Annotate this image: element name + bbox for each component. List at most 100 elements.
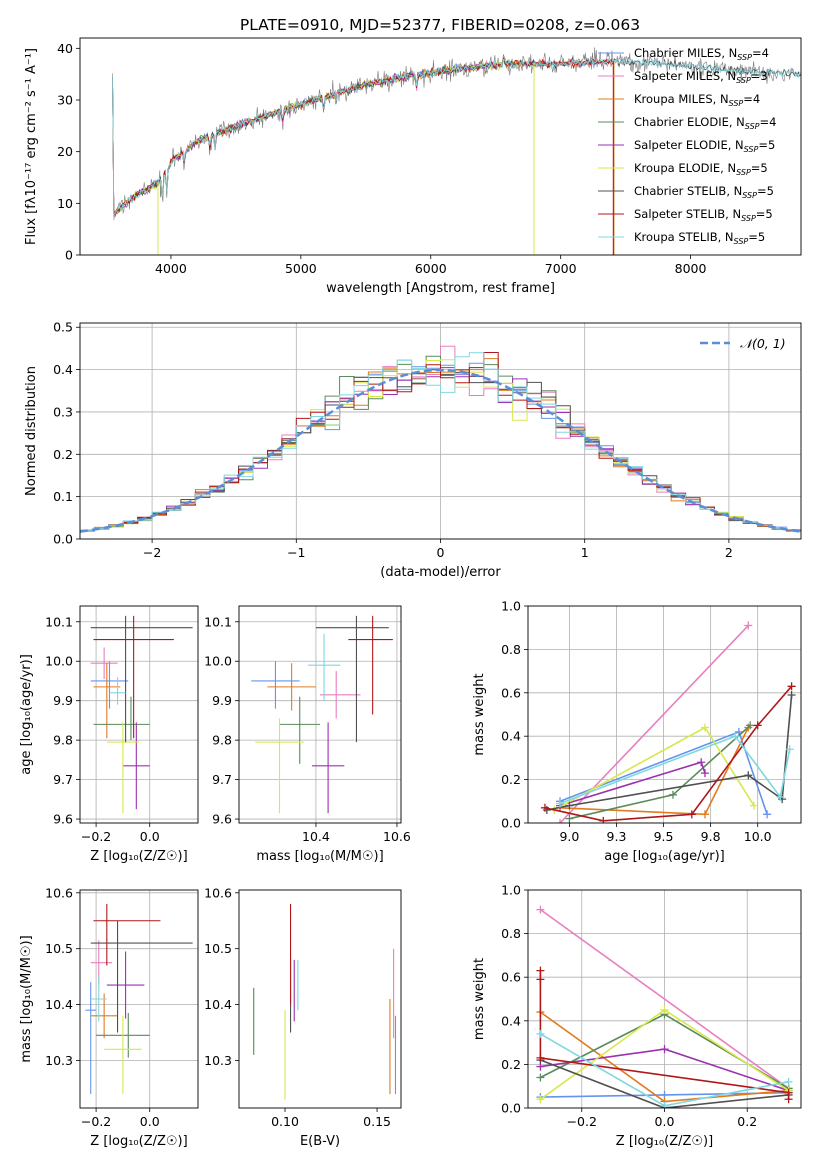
y-tick-label: 9.9: [212, 693, 232, 708]
y-tick-label: 10.5: [45, 941, 73, 956]
weight-marker: [536, 1053, 545, 1062]
y-tick-label: 0.6: [501, 970, 521, 985]
y-axis-label: age [log₁₀(age/yr)]: [19, 654, 34, 775]
x-tick-label: 10.6: [383, 829, 411, 844]
x-tick-label: 2: [725, 545, 733, 560]
errorbar-point-4: [311, 722, 345, 814]
x-tick-label: −0.2: [567, 1114, 597, 1129]
weight-marker: [744, 621, 753, 630]
plot-area: [253, 903, 397, 1100]
x-tick-label: 6000: [415, 261, 447, 276]
x-tick-label: 10.4: [302, 829, 330, 844]
model-spectrum-7: [112, 57, 613, 215]
legend-label: Salpeter MILES, NSSP=3: [634, 69, 768, 85]
weight-marker: [668, 790, 677, 799]
weight-marker: [687, 810, 696, 819]
legend-label: Salpeter ELODIE, NSSP=5: [634, 138, 775, 154]
chart-residuals: −2 −1 0 1 2 0.0 0.1 0.2 0.3 0.4 0.5 (data-model)/er…: [24, 320, 802, 580]
axes-frame: [238, 605, 402, 824]
weight-line-8: [559, 735, 791, 805]
errorbar-point-2: [90, 993, 118, 1039]
x-tick-label: 0.2: [737, 1114, 757, 1129]
legend-label: 𝒩(0, 1): [740, 336, 786, 351]
y-tick-label: 0.8: [501, 642, 521, 657]
weight-marker: [697, 758, 706, 767]
weight-marker: [785, 745, 794, 754]
weight-marker: [660, 1101, 669, 1108]
y-tick-label: 10.0: [204, 654, 232, 669]
y-tick-label: 9.9: [53, 693, 73, 708]
chart-mass_vs_Z: −0.2 0.0 10.3 10.4 10.5 10.6 Z [log₁₀(Z/Z☉)] ma…: [19, 885, 199, 1149]
x-tick-label: −2: [143, 545, 161, 560]
weight-marker: [536, 1073, 545, 1082]
y-tick-label: 0.2: [53, 447, 73, 462]
y-tick-label: 0.8: [501, 926, 521, 941]
axes-frame: [527, 605, 802, 824]
x-tick-label: 0.0: [655, 1114, 675, 1129]
errorbar-point-2: [93, 663, 121, 739]
x-axis-label: E(B-V): [300, 1134, 340, 1149]
y-tick-label: 9.8: [212, 733, 232, 748]
legend-label: Chabrier ELODIE, NSSP=4: [634, 115, 776, 131]
axes-frame: [527, 889, 802, 1109]
weight-marker: [787, 690, 796, 699]
legend-label: Salpeter STELIB, NSSP=5: [634, 207, 773, 223]
weight-marker: [700, 810, 709, 819]
y-tick-label: 0.2: [501, 1057, 521, 1072]
y-tick-label: 1.0: [501, 883, 521, 898]
weight-marker: [599, 816, 608, 823]
weight-marker: [660, 1005, 669, 1014]
legend-label: Kroupa STELIB, NSSP=5: [634, 230, 765, 246]
plot-area: [239, 606, 401, 823]
errorbar-point-0: [85, 982, 97, 1095]
plot-area: [528, 890, 801, 1108]
weight-marker: [700, 769, 709, 778]
weight-marker: [776, 792, 785, 801]
y-tick-label: 9.7: [212, 772, 232, 787]
errorbar-point-6: [90, 920, 193, 1033]
axes-frame: [238, 889, 402, 1109]
spectrum-legend: Chabrier MILES, NSSP=4 Salpeter MILES, NS…: [598, 46, 776, 246]
y-tick-label: 10.0: [45, 654, 73, 669]
x-axis-label: (data-model)/error: [380, 565, 501, 580]
y-tick-label: 0.6: [501, 685, 521, 700]
y-axis-label: Flux [fλ10⁻¹⁷ erg cm⁻² s⁻¹ A⁻¹]: [24, 48, 39, 245]
y-tick-label: 0.2: [501, 772, 521, 787]
x-tick-label: 0.0: [140, 1114, 160, 1129]
errorbar-point-8: [109, 677, 126, 705]
y-tick-label: 10.3: [45, 1053, 73, 1068]
axes-frame: [79, 322, 802, 540]
y-axis-label: mass weight: [472, 673, 487, 755]
weight-marker: [784, 1095, 793, 1104]
errorbar-point-7: [93, 903, 161, 966]
y-tick-label: 0.0: [53, 532, 73, 547]
weight-line-6: [540, 1059, 789, 1108]
x-tick-label: 9.3: [607, 829, 627, 844]
legend-label: Chabrier MILES, NSSP=4: [634, 46, 769, 62]
y-tick-label: 9.8: [53, 733, 73, 748]
weight-marker: [784, 1077, 793, 1086]
chart-weight_vs_age: 9.0 9.3 9.5 9.8 10.0 0.0 0.2 0.4 0.6 0.8 1.0 age [l…: [472, 599, 802, 864]
weight-marker: [565, 801, 574, 810]
y-axis-label: mass [log₁₀(M/M☉)]: [19, 935, 34, 1062]
x-tick-label: 0.10: [271, 1114, 299, 1129]
weight-marker: [536, 905, 545, 914]
x-tick-label: 1: [581, 545, 589, 560]
weight-marker: [556, 799, 565, 808]
weight-marker: [565, 814, 574, 823]
y-tick-label: 10.6: [204, 885, 232, 900]
y-tick-label: 30: [57, 93, 73, 108]
y-tick-label: 20: [57, 144, 73, 159]
weight-marker: [746, 721, 755, 730]
weight-marker: [536, 1029, 545, 1038]
legend-label: Kroupa MILES, NSSP=4: [634, 92, 760, 108]
y-tick-label: 0.4: [501, 729, 521, 744]
plot-area: [80, 890, 198, 1108]
x-tick-label: 9.0: [559, 829, 579, 844]
y-axis-label: Normed distribution: [24, 366, 39, 496]
errorbar-point-6: [315, 615, 389, 743]
legend-label: Chabrier STELIB, NSSP=5: [634, 184, 774, 200]
plot-area: [112, 47, 801, 255]
errorbar-point-0: [90, 661, 129, 709]
